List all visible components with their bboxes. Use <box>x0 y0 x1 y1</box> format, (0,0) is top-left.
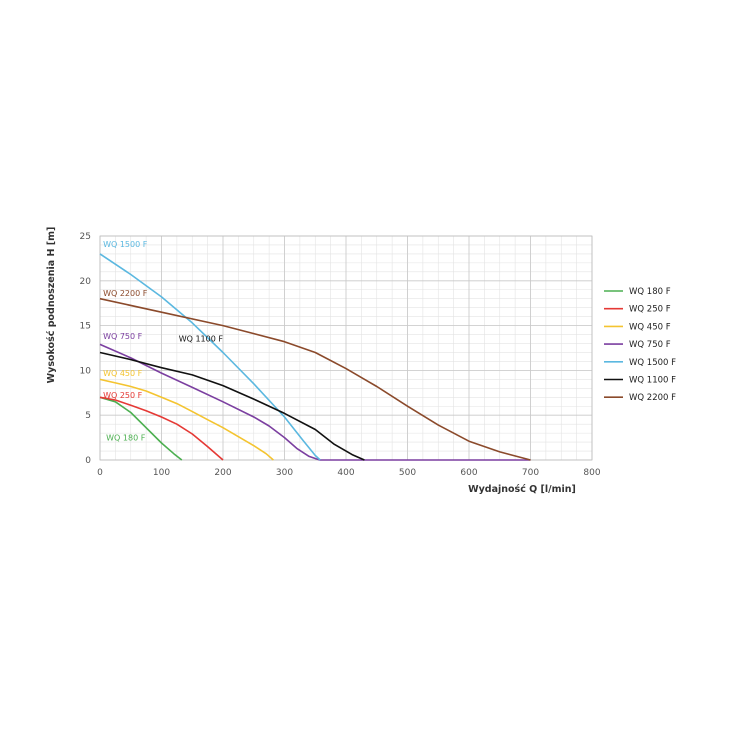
axis-ticks: 0 100 200 300 400 500 600 700 800 0 5 10 15 20 25 <box>80 232 601 478</box>
legend-entry: WQ 450 F <box>629 322 671 332</box>
grid <box>99 235 593 461</box>
y-tick-label: 5 <box>85 411 91 421</box>
curve-label: WQ 180 F <box>106 433 146 442</box>
y-tick-label: 10 <box>80 366 92 376</box>
curve-label: WQ 2200 F <box>103 289 148 298</box>
series-line-wq-750-f <box>99 343 531 461</box>
y-axis-label: Wysokość podnoszenia H [m] <box>46 227 57 384</box>
y-tick-label: 15 <box>80 322 91 332</box>
series-line-wq-1500-f <box>99 253 321 461</box>
legend: WQ 180 F WQ 250 F WQ 450 F WQ 750 F WQ 1500 … <box>604 287 676 403</box>
x-tick-label: 400 <box>337 468 354 478</box>
curve-labels: WQ 1500 F WQ 2200 F WQ 750 F WQ 1100 F WQ 45… <box>103 240 223 443</box>
x-tick-label: 0 <box>97 468 103 478</box>
legend-entry: WQ 180 F <box>629 287 671 297</box>
legend-entry: WQ 1500 F <box>629 358 676 368</box>
x-tick-label: 300 <box>276 468 293 478</box>
series-line-wq-250-f <box>99 396 224 461</box>
series-lines <box>99 253 531 461</box>
curve-label: WQ 750 F <box>103 332 143 341</box>
x-tick-label: 200 <box>214 468 231 478</box>
series-line-wq-1100-f <box>99 351 365 461</box>
x-tick-label: 800 <box>583 468 600 478</box>
curve-label: WQ 1500 F <box>103 240 148 249</box>
y-tick-label: 20 <box>80 277 92 287</box>
legend-entry: WQ 250 F <box>629 305 671 315</box>
series-line-wq-2200-f <box>99 297 531 461</box>
y-tick-label: 0 <box>85 456 91 466</box>
legend-entry: WQ 1100 F <box>629 376 676 386</box>
curve-label: WQ 1100 F <box>179 335 224 344</box>
x-tick-label: 500 <box>399 468 416 478</box>
x-axis-label: Wydajność Q [l/min] <box>468 484 576 495</box>
legend-entry: WQ 2200 F <box>629 393 676 403</box>
curve-label: WQ 250 F <box>103 391 143 400</box>
legend-entry: WQ 750 F <box>629 340 671 350</box>
curve-label: WQ 450 F <box>103 369 143 378</box>
x-tick-label: 700 <box>522 468 539 478</box>
y-tick-label: 25 <box>80 232 91 242</box>
series-line-wq-450-f <box>99 378 274 461</box>
series-line-wq-180-f <box>99 396 183 461</box>
x-tick-label: 600 <box>460 468 477 478</box>
x-tick-label: 100 <box>153 468 170 478</box>
